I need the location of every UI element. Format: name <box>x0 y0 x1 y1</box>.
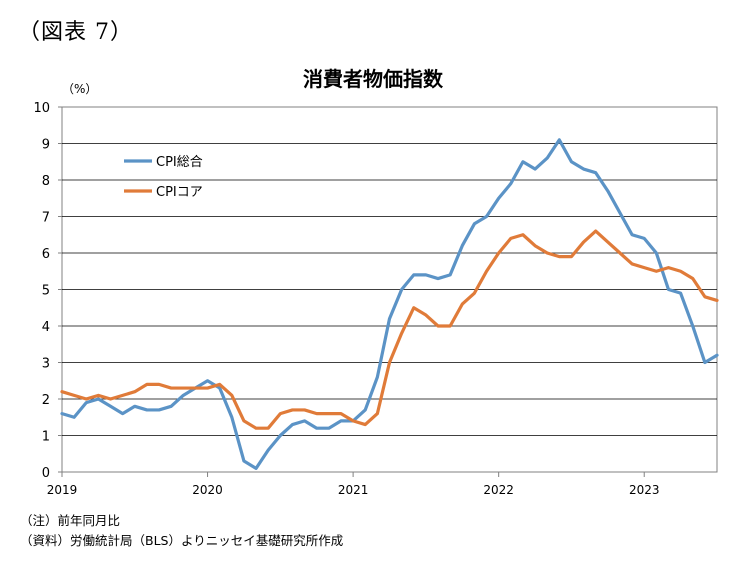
x-tick-label: 2023 <box>629 483 660 497</box>
y-tick-label: 6 <box>42 247 50 262</box>
chart-title: 消費者物価指数 <box>303 67 444 91</box>
y-tick-label: 0 <box>42 466 50 481</box>
x-tick-label: 2020 <box>192 483 223 497</box>
y-tick-label: 1 <box>42 430 50 445</box>
notes: （注）前年同月比 （資料）労働統計局（BLS）よりニッセイ基礎研究所作成 <box>20 511 343 551</box>
legend-label: CPI総合 <box>156 155 203 170</box>
note-line: （注）前年同月比 <box>20 513 121 528</box>
y-tick-label: 8 <box>42 174 50 189</box>
source-line: （資料）労働統計局（BLS）よりニッセイ基礎研究所作成 <box>20 533 344 548</box>
y-tick-label: 7 <box>42 211 50 226</box>
legend: CPI総合 CPIコア <box>124 155 203 200</box>
y-axis-unit-label: （%） <box>62 82 97 96</box>
y-tick-label: 10 <box>33 101 50 116</box>
figure-label: （図表 7） <box>18 20 133 45</box>
cpi-line-chart: 消費者物価指数 （%） 0 1 2 3 4 5 6 7 8 9 10 2019 2020 2021 2022… <box>33 67 719 497</box>
y-tick-label: 4 <box>42 320 50 335</box>
axes: 0 1 2 3 4 5 6 7 8 9 10 2019 2020 2021 2022 2023 <box>33 101 659 497</box>
x-tick-label: 2021 <box>338 483 369 497</box>
x-tick-label: 2019 <box>47 483 78 497</box>
x-tick-label: 2022 <box>483 483 514 497</box>
y-tick-label: 9 <box>42 138 50 153</box>
series-line-cpi-core <box>60 229 719 430</box>
legend-label: CPIコア <box>156 185 203 200</box>
y-tick-label: 2 <box>42 393 50 408</box>
y-tick-label: 3 <box>42 357 50 372</box>
series-lines <box>60 138 719 470</box>
series-line-cpi-total <box>60 138 719 470</box>
y-tick-label: 5 <box>42 284 50 299</box>
